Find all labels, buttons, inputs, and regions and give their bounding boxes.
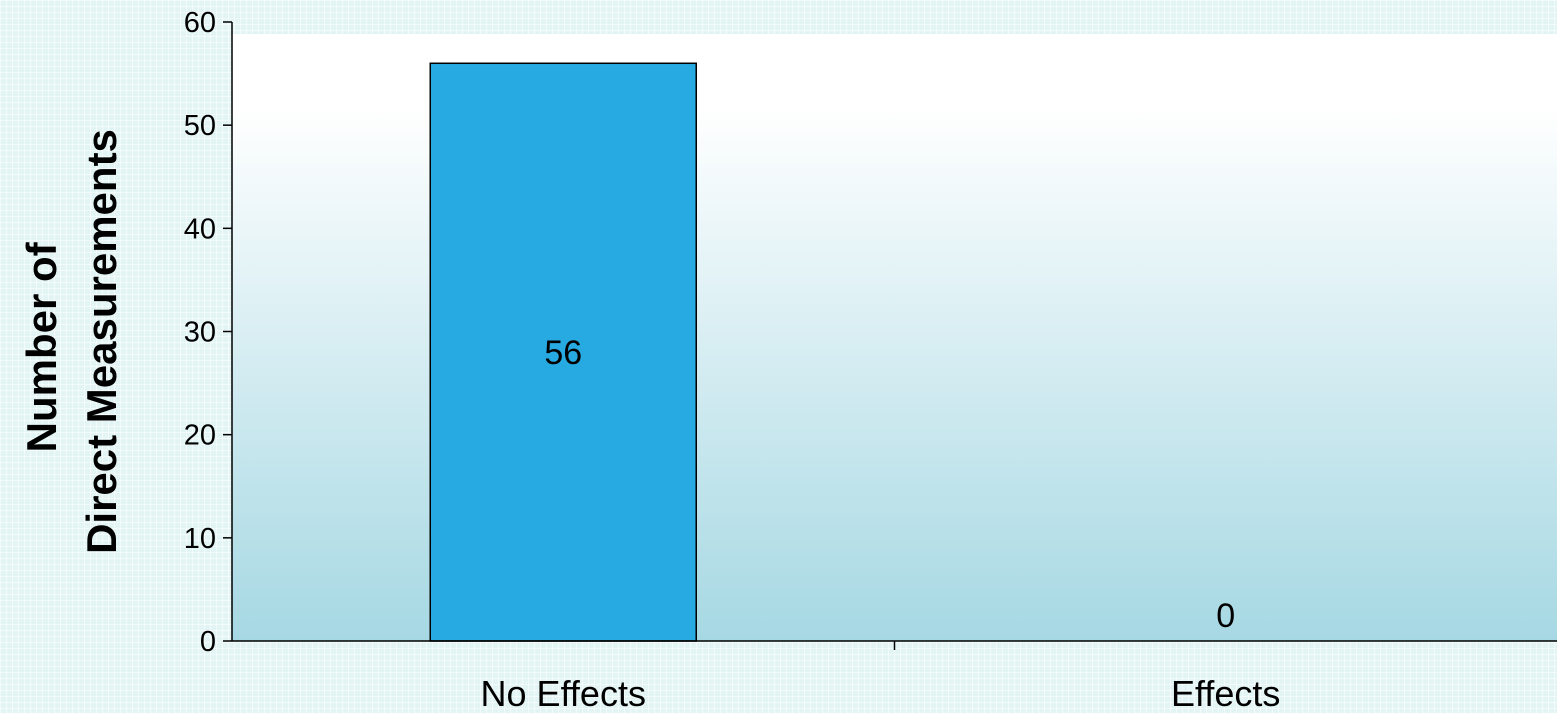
x-axis-ticks: No Effects Effects xyxy=(481,641,1280,713)
y-axis-title-line-2: Direct Measurements xyxy=(78,129,125,554)
y-tick-label: 0 xyxy=(200,626,216,658)
y-tick-label: 30 xyxy=(184,317,216,349)
y-axis-ticks: 0 10 20 30 40 50 60 xyxy=(184,7,232,658)
y-tick-label: 10 xyxy=(184,523,216,555)
bar xyxy=(429,62,697,642)
y-tick-label: 40 xyxy=(184,213,216,245)
y-axis-title-line-1: Number of xyxy=(18,241,65,452)
y-tick-label: 60 xyxy=(184,7,216,39)
data-label: 0 xyxy=(1216,597,1235,635)
y-tick-label: 20 xyxy=(184,420,216,452)
x-category-label: No Effects xyxy=(481,673,646,713)
data-label: 56 xyxy=(544,334,582,372)
x-category-label: Effects xyxy=(1171,673,1280,713)
y-axis-title: Number of Direct Measurements xyxy=(18,129,125,554)
bars: 56 0 xyxy=(429,62,1235,642)
y-tick-label: 50 xyxy=(184,110,216,142)
